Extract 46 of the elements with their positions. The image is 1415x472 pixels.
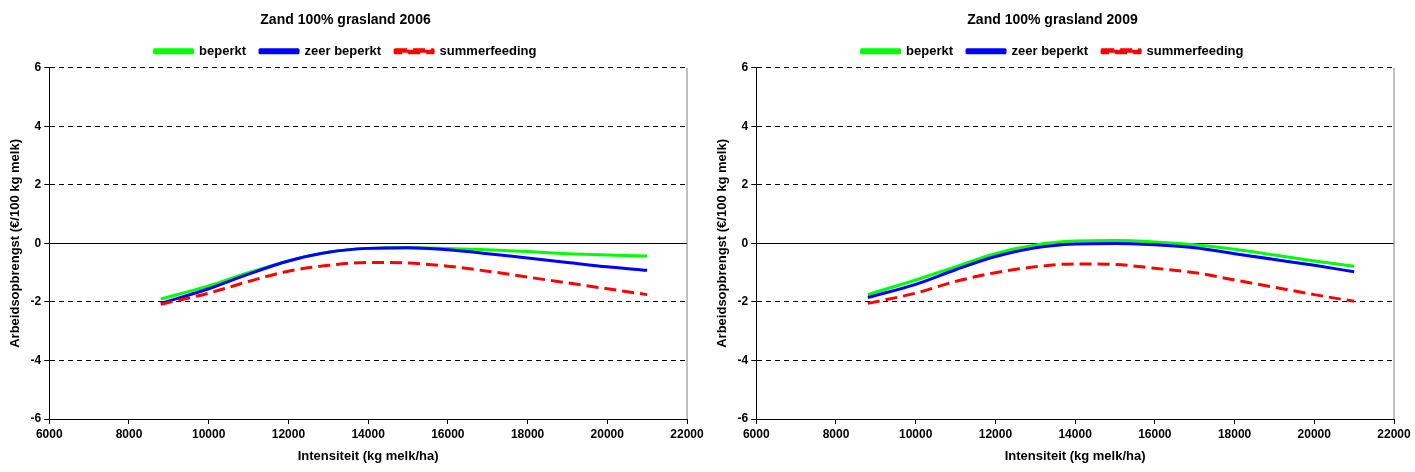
line-series: [866, 262, 1356, 305]
x-tick-label: 16000: [1138, 426, 1172, 441]
x-tick-label: 18000: [1217, 426, 1252, 441]
y-tick-label: 0: [741, 235, 749, 250]
legend-label: beperkt: [199, 42, 247, 58]
y-tick-label: 6: [34, 60, 42, 75]
x-tick-label: 22000: [670, 426, 705, 441]
chart-title: Zand 100% grasland 2006: [260, 11, 431, 28]
y-tick-label: -6: [737, 411, 749, 426]
x-tick-label: 8000: [822, 426, 850, 441]
x-tick-label: 22000: [1377, 426, 1412, 441]
x-tick-label: 10000: [192, 426, 226, 441]
line-series: [159, 260, 649, 306]
x-tick-label: 12000: [978, 426, 1013, 441]
x-tick-label: 6000: [35, 426, 63, 441]
x-tick-label: 10000: [899, 426, 933, 441]
y-tick-label: -2: [30, 294, 42, 309]
y-tick-label: 2: [34, 177, 42, 192]
legend-label: summerfeeding: [1146, 42, 1244, 58]
y-tick-label: -4: [737, 352, 749, 367]
y-axis-title: Arbeidsopbrengst (€/100 kg melk): [7, 139, 23, 348]
x-tick-label: 14000: [1058, 426, 1093, 441]
x-tick-label: 8000: [115, 426, 143, 441]
y-tick-label: -4: [30, 352, 42, 367]
x-tick-label: 12000: [271, 426, 306, 441]
y-tick-label: 4: [741, 118, 749, 133]
y-tick-label: -2: [737, 294, 749, 309]
legend-label: summerfeeding: [439, 42, 537, 58]
x-axis-title: Intensiteit (kg melk/ha): [1004, 447, 1146, 463]
x-tick-label: 20000: [1297, 426, 1332, 441]
y-axis-title: Arbeidsopbrengst (€/100 kg melk): [714, 139, 730, 348]
x-tick-label: 6000: [742, 426, 770, 441]
y-tick-label: 0: [34, 235, 42, 250]
x-tick-label: 16000: [431, 426, 465, 441]
legend-label: beperkt: [906, 42, 954, 58]
legend-label: zeer beperkt: [304, 42, 382, 58]
legend-label: zeer beperkt: [1011, 42, 1089, 58]
x-tick-label: 18000: [510, 426, 545, 441]
y-tick-label: 2: [741, 177, 749, 192]
x-tick-label: 14000: [351, 426, 386, 441]
chart-title: Zand 100% grasland 2009: [967, 11, 1138, 28]
x-tick-label: 20000: [590, 426, 625, 441]
y-tick-label: -6: [30, 411, 42, 426]
x-axis-title: Intensiteit (kg melk/ha): [297, 447, 439, 463]
y-tick-label: 6: [741, 60, 749, 75]
y-tick-label: 4: [34, 118, 42, 133]
